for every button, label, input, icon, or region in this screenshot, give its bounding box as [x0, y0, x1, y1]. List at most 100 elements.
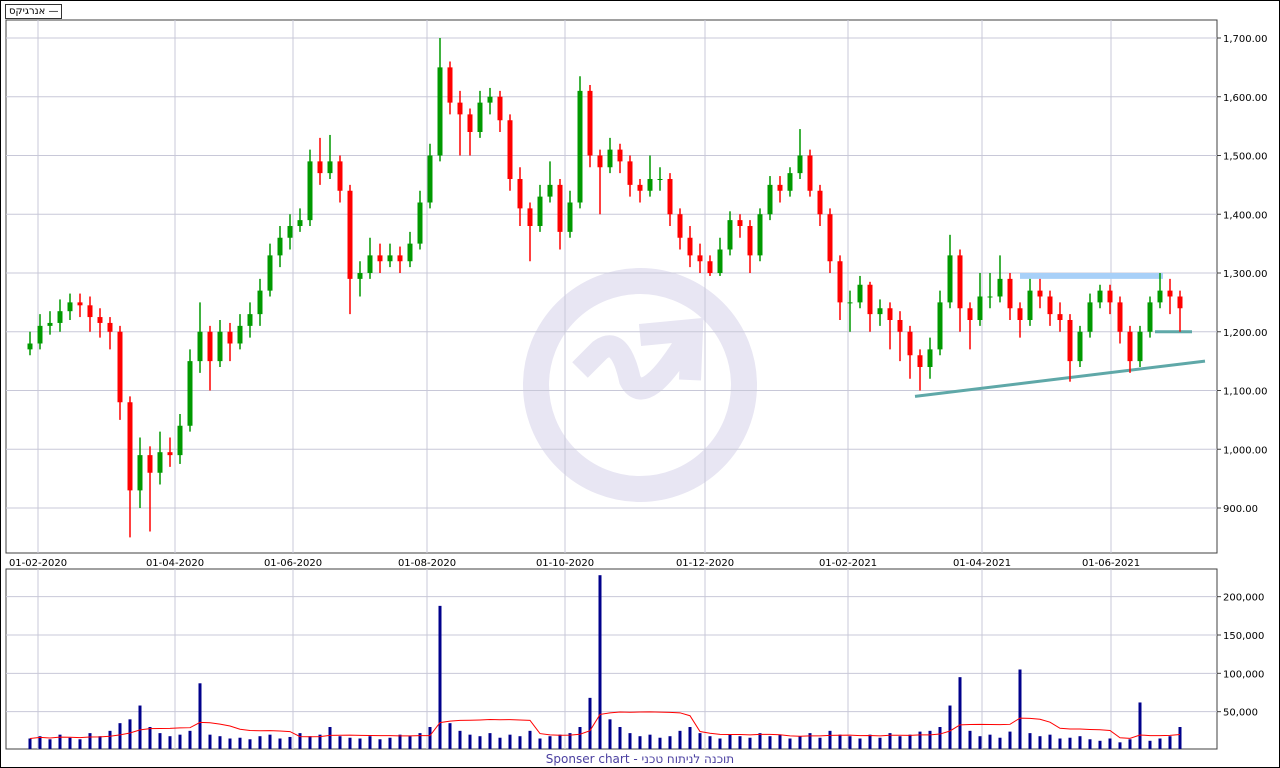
volume-bar [438, 605, 442, 749]
candle-body [197, 331, 203, 362]
candle [847, 290, 853, 332]
candle-body [377, 255, 383, 262]
volume-bar [48, 739, 52, 749]
price-panel [5, 19, 1218, 554]
candle-body [1167, 290, 1173, 297]
candle [237, 314, 243, 350]
volume-bar [378, 739, 382, 749]
volume-bar [648, 734, 652, 749]
x-tick-label: 01-02-2021 [819, 558, 877, 569]
candle [217, 320, 223, 367]
candle-body [577, 90, 583, 203]
candle-body [27, 343, 33, 350]
candle-body [917, 355, 923, 367]
candle-body [727, 220, 733, 250]
candle-body [737, 220, 743, 226]
volume-bar [458, 730, 462, 749]
volume-bar [988, 734, 992, 749]
volume-bar [728, 734, 732, 749]
candle [677, 208, 683, 250]
candle [37, 314, 43, 350]
candle [1117, 296, 1123, 344]
volume-bar [708, 736, 712, 749]
volume-bar [858, 738, 862, 749]
candle [547, 161, 553, 203]
candle-body [147, 455, 153, 473]
volume-bar [1128, 739, 1132, 749]
legend: — אנרגיקס [5, 4, 63, 19]
candle-body [877, 308, 883, 315]
candle-body [1137, 331, 1143, 362]
candle-body [317, 161, 323, 174]
volume-bar [538, 738, 542, 749]
volume-bar [388, 737, 392, 749]
candle-body [777, 184, 783, 191]
candle-body [407, 243, 413, 262]
volume-bar [638, 736, 642, 749]
candle [167, 437, 173, 467]
volume-moving-average-line [29, 711, 1181, 739]
volume-bar [58, 734, 62, 749]
candle [987, 273, 993, 309]
candle [1137, 325, 1143, 367]
x-tick-label: 01-10-2020 [536, 558, 594, 569]
candle [717, 237, 723, 276]
candle [787, 167, 793, 197]
volume-bar [328, 727, 332, 749]
candle-body [507, 120, 513, 179]
candle [207, 325, 213, 391]
candle [507, 114, 513, 191]
candle [477, 90, 483, 138]
volume-bar [148, 727, 152, 749]
candle [357, 261, 363, 297]
candle [1087, 293, 1093, 338]
candle [157, 431, 163, 485]
candle-body [1097, 290, 1103, 303]
volume-bar [808, 733, 812, 749]
volume-bar [878, 737, 882, 749]
candle-body [447, 67, 453, 103]
candle-body [387, 255, 393, 262]
volume-bar [288, 736, 292, 749]
volume-bar [548, 736, 552, 749]
candle-body [527, 208, 533, 226]
candle [47, 311, 53, 335]
candle [327, 134, 333, 179]
volume-bar [1068, 737, 1072, 749]
candle-body [1007, 278, 1013, 309]
candle [67, 293, 73, 320]
volume-bar [928, 730, 932, 749]
candle [917, 349, 923, 391]
candle [97, 308, 103, 338]
candle-body [997, 278, 1003, 297]
candle-body [567, 202, 573, 232]
volume-bar [758, 733, 762, 749]
y-tick-label: 1,200.00 [1223, 328, 1268, 339]
candle-body [827, 214, 833, 262]
candle [1127, 325, 1133, 373]
volume-bar [528, 730, 532, 749]
candle-body [207, 331, 213, 362]
volume-bar [238, 737, 242, 749]
candle-body [687, 237, 693, 256]
candle [657, 167, 663, 191]
candle [807, 149, 813, 197]
candle-body [267, 255, 273, 291]
volume-bar [248, 739, 252, 749]
candle [667, 173, 673, 226]
candle [827, 208, 833, 273]
volume-bar [1148, 740, 1152, 749]
candle [957, 249, 963, 332]
candle-body [497, 96, 503, 121]
volume-bar [368, 736, 372, 749]
volume-bar [918, 731, 922, 749]
volume-bar [1168, 736, 1172, 749]
candle-body [77, 302, 83, 306]
candle [1157, 273, 1163, 309]
candle-body [417, 202, 423, 244]
candle [457, 90, 463, 156]
candle-body [697, 255, 703, 262]
candle [927, 337, 933, 379]
volume-bar [1158, 738, 1162, 749]
candle [757, 208, 763, 262]
